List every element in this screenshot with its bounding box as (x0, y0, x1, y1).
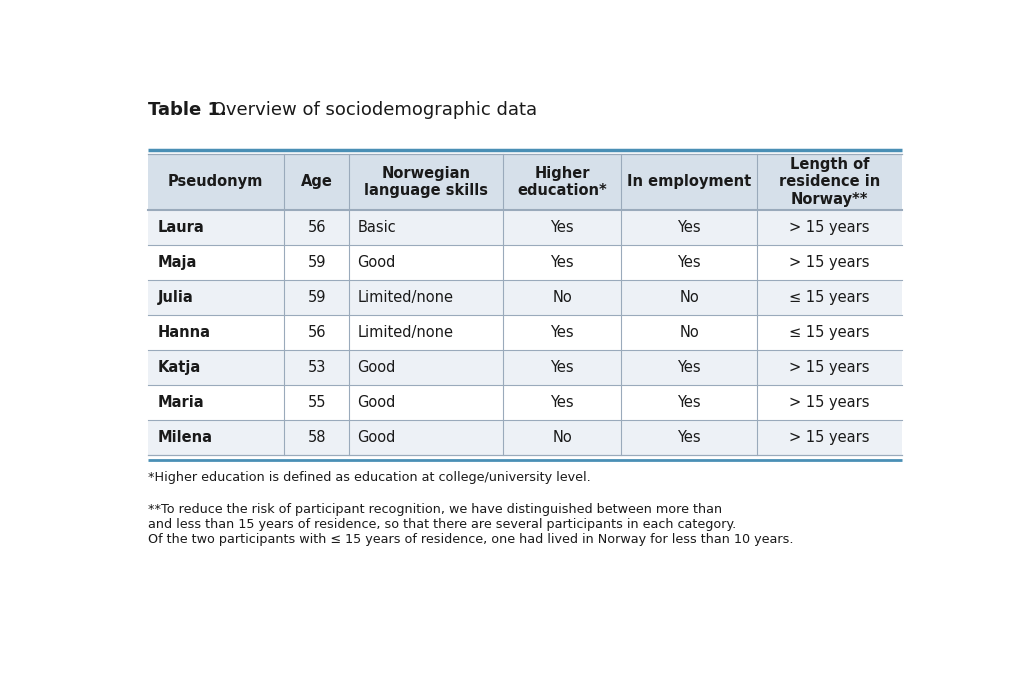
Text: Yes: Yes (550, 220, 573, 235)
Text: ≤ 15 years: ≤ 15 years (790, 325, 869, 340)
Text: Norwegian
language skills: Norwegian language skills (365, 166, 488, 198)
Text: Yes: Yes (550, 395, 573, 410)
Text: 59: 59 (307, 290, 326, 305)
Text: Katja: Katja (158, 360, 201, 375)
Text: No: No (552, 430, 572, 445)
Text: Good: Good (357, 430, 396, 445)
Text: Maria: Maria (158, 395, 204, 410)
Text: Maja: Maja (158, 255, 197, 270)
Text: 53: 53 (307, 360, 326, 375)
Text: Good: Good (357, 395, 396, 410)
Text: No: No (679, 290, 699, 305)
Text: Good: Good (357, 255, 396, 270)
Text: Table 1.: Table 1. (147, 101, 226, 119)
Text: Overview of sociodemographic data: Overview of sociodemographic data (206, 101, 537, 119)
Text: **To reduce the risk of participant recognition, we have distinguished between m: **To reduce the risk of participant reco… (147, 503, 794, 546)
Text: Basic: Basic (357, 220, 396, 235)
Text: Limited/none: Limited/none (357, 325, 454, 340)
Text: Yes: Yes (677, 360, 701, 375)
Text: Yes: Yes (550, 325, 573, 340)
Bar (147, 280, 902, 315)
Text: 59: 59 (307, 255, 326, 270)
Text: > 15 years: > 15 years (790, 360, 869, 375)
Text: No: No (552, 290, 572, 305)
Text: Yes: Yes (677, 430, 701, 445)
Text: No: No (679, 325, 699, 340)
Text: Julia: Julia (158, 290, 194, 305)
Text: Pseudonym: Pseudonym (168, 174, 263, 190)
Text: Yes: Yes (550, 255, 573, 270)
Text: Length of
residence in
Norway**: Length of residence in Norway** (779, 157, 880, 207)
Text: Limited/none: Limited/none (357, 290, 454, 305)
Text: *Higher education is defined as education at college/university level.: *Higher education is defined as educatio… (147, 471, 591, 484)
Text: Yes: Yes (677, 395, 701, 410)
Bar (147, 245, 902, 280)
Text: Yes: Yes (677, 220, 701, 235)
Text: 56: 56 (307, 220, 326, 235)
Bar (147, 315, 902, 350)
Text: > 15 years: > 15 years (790, 430, 869, 445)
Text: Yes: Yes (550, 360, 573, 375)
Text: > 15 years: > 15 years (790, 220, 869, 235)
Bar (147, 350, 902, 385)
Text: 55: 55 (307, 395, 326, 410)
Bar (147, 154, 902, 210)
Text: Yes: Yes (677, 255, 701, 270)
Text: In employment: In employment (627, 174, 752, 190)
Text: > 15 years: > 15 years (790, 395, 869, 410)
Text: 58: 58 (307, 430, 326, 445)
Bar (147, 385, 902, 420)
Text: Age: Age (301, 174, 333, 190)
Text: Laura: Laura (158, 220, 204, 235)
Text: ≤ 15 years: ≤ 15 years (790, 290, 869, 305)
Bar (147, 420, 902, 455)
Text: Hanna: Hanna (158, 325, 210, 340)
Text: > 15 years: > 15 years (790, 255, 869, 270)
Text: Milena: Milena (158, 430, 212, 445)
Text: Higher
education*: Higher education* (517, 166, 607, 198)
Bar (147, 210, 902, 245)
Text: 56: 56 (307, 325, 326, 340)
Text: Good: Good (357, 360, 396, 375)
